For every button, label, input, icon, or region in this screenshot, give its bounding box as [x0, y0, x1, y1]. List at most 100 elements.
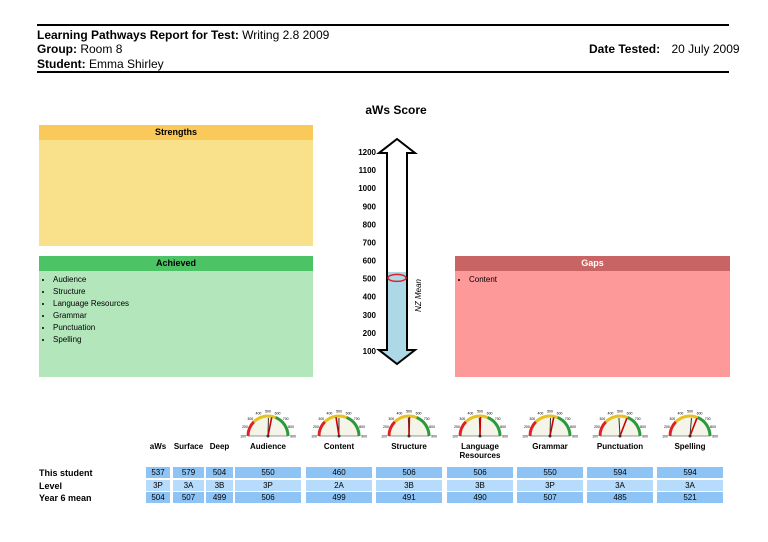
- gauge-scale-label: 700: [565, 417, 571, 421]
- column-header: aWs: [149, 442, 167, 451]
- gauge-scale-label: 200: [524, 425, 530, 429]
- thermometer-outline: [376, 137, 418, 366]
- table-cell: 460: [306, 467, 372, 478]
- gauge-scale-label: 300: [318, 417, 324, 421]
- gauge-band-mid: [534, 414, 559, 423]
- table-cell: 504: [206, 467, 233, 478]
- gauge-scale-label: 600: [275, 411, 281, 415]
- gauge-scale-label: 100: [522, 435, 528, 439]
- gauge-scale-label: 300: [388, 417, 394, 421]
- gauge-band-mid: [393, 414, 418, 423]
- table-cell: 537: [146, 467, 170, 478]
- table-cell: 3A: [657, 480, 723, 491]
- gauge-hub: [548, 434, 552, 438]
- table-cell: 504: [146, 492, 170, 503]
- gauge-scale-label: 300: [529, 417, 535, 421]
- gauge-band-low: [598, 420, 607, 437]
- column-header: Language Resources: [459, 442, 501, 460]
- row-label: Year 6 mean: [39, 493, 92, 503]
- gauge-scale-label: 500: [336, 410, 342, 414]
- gauge-band-low: [528, 420, 537, 437]
- gauge-band-high: [345, 416, 361, 437]
- gauge-band-low: [246, 420, 255, 437]
- gauge-student-needle: [619, 417, 628, 437]
- gauge-band-low: [387, 420, 396, 437]
- gauge-scale-label: 900: [431, 435, 437, 439]
- student-value: Emma Shirley: [89, 57, 164, 71]
- table-cell: 507: [173, 492, 204, 503]
- table-cell: 3A: [173, 480, 204, 491]
- gauge-scale-label: 200: [383, 425, 389, 429]
- mean-label: NZ Mean: [414, 278, 423, 311]
- table-cell: 485: [587, 492, 653, 503]
- y-tick-label: 1200: [358, 148, 376, 157]
- gauge-scale-label: 900: [361, 435, 367, 439]
- chart-title: aWs Score: [365, 103, 427, 117]
- date-label: Date Tested:: [589, 42, 661, 56]
- gauge-scale-label: 100: [240, 435, 246, 439]
- gauge-scale-label: 900: [572, 435, 578, 439]
- gauge-student-needle: [335, 417, 340, 437]
- y-tick-label: 300: [363, 311, 377, 320]
- gauge-scale-label: 600: [627, 411, 633, 415]
- gauge-scale-label: 700: [283, 417, 289, 421]
- gauge-scale-label: 400: [327, 411, 333, 415]
- achieved-item: Language Resources: [53, 298, 313, 310]
- gauge-scale-label: 600: [487, 411, 493, 415]
- y-tick-label: 200: [363, 329, 377, 338]
- achieved-item: Audience: [53, 274, 313, 286]
- gauge-mean-needle: [689, 418, 692, 437]
- table-cell: 2A: [306, 480, 372, 491]
- student-line: Student: Emma Shirley: [37, 57, 164, 71]
- student-label: Student:: [37, 57, 86, 71]
- gauge-scale-label: 200: [664, 425, 670, 429]
- y-tick-label: 800: [363, 220, 377, 229]
- gauge-student-needle: [689, 417, 698, 437]
- table-cell: 506: [376, 467, 442, 478]
- gauge-scale-label: 400: [538, 411, 544, 415]
- date-value: 20 July 2009: [671, 42, 740, 56]
- gauge-scale-label: 800: [429, 425, 435, 429]
- gauge-scale-label: 900: [290, 435, 296, 439]
- gauge-band-high: [274, 416, 290, 437]
- gauge-scale-label: 800: [640, 425, 646, 429]
- gauge-scale-label: 700: [354, 417, 360, 421]
- gauge-scale-label: 500: [406, 410, 412, 414]
- gauge-scale-label: 600: [346, 411, 352, 415]
- gauge-scale-label: 900: [712, 435, 718, 439]
- gauge-scale-label: 300: [669, 417, 675, 421]
- gauge-scale-label: 200: [242, 425, 248, 429]
- gauge-scale-label: 500: [265, 410, 271, 414]
- gaps-item: Content: [469, 274, 730, 286]
- column-header: Content: [323, 442, 355, 451]
- y-tick-label: 100: [363, 347, 377, 356]
- table-cell: 490: [447, 492, 513, 503]
- column-header: Spelling: [674, 442, 706, 451]
- gauge-band-high: [415, 416, 431, 437]
- column-header: Punctuation: [596, 442, 644, 451]
- achieved-item: Spelling: [53, 334, 313, 346]
- y-tick-label: 400: [363, 293, 377, 302]
- gauge-scale-label: 700: [495, 417, 501, 421]
- table-cell: 3A: [587, 480, 653, 491]
- gauge-scale-label: 600: [557, 411, 563, 415]
- gauge-scale-label: 500: [477, 410, 483, 414]
- gauge-scale-label: 100: [311, 435, 317, 439]
- gauge-scale-label: 700: [635, 417, 641, 421]
- y-tick-label: 500: [363, 275, 377, 284]
- table-cell: 506: [447, 467, 513, 478]
- table-cell: 491: [376, 492, 442, 503]
- y-tick-label: 1000: [358, 184, 376, 193]
- gauge-scale-label: 700: [424, 417, 430, 421]
- gauge-scale-label: 500: [617, 410, 623, 414]
- gauge-scale-label: 200: [454, 425, 460, 429]
- gauge-scale-label: 100: [592, 435, 598, 439]
- row-label: Level: [39, 481, 63, 491]
- achieved-list: AudienceStructureLanguage ResourcesGramm…: [39, 271, 313, 346]
